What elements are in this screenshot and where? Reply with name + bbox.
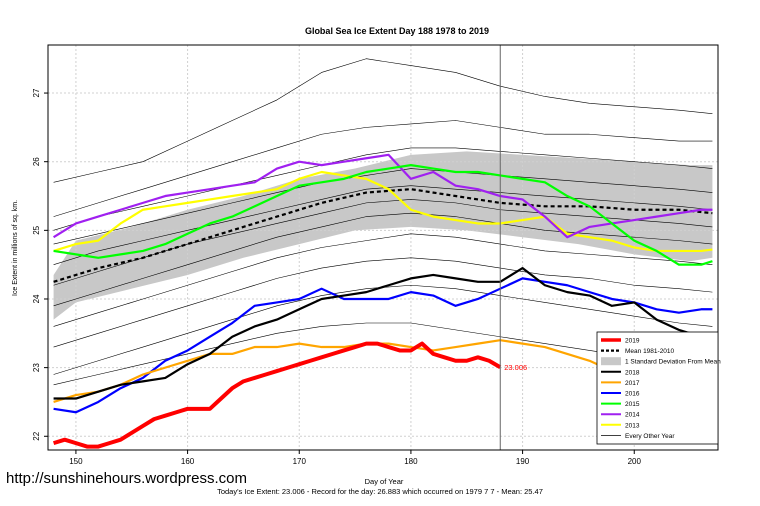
legend-label-2014: 2014 <box>625 412 640 419</box>
axes: 150 160 170 180 190 200 22 23 24 25 26 27 <box>32 88 641 466</box>
legend: 2019 Mean 1981-2010 1 Standard Deviation F… <box>596 331 721 445</box>
series-line-2019 <box>52 341 502 449</box>
series-line-2015 <box>53 164 713 266</box>
x-tick-label-150: 150 <box>69 457 83 466</box>
std-dev-band-area <box>53 151 713 320</box>
series-lines <box>52 58 713 449</box>
x-axis-label: Day of Year <box>365 477 404 486</box>
y-tick-label-27: 27 <box>32 88 41 97</box>
series-line-every-other-year-6 <box>53 212 713 307</box>
legend-label-2016: 2016 <box>625 391 640 398</box>
legend-label-1-standard-deviation-from-mean: 1 Standard Deviation From Mean <box>625 359 721 366</box>
legend-label-2018: 2018 <box>625 369 640 376</box>
series-line-every-other-year-8 <box>53 257 713 348</box>
series-line-every-other-year-7 <box>53 233 713 327</box>
series-line-every-other-year-4 <box>53 185 713 265</box>
footer-summary: Today's Ice Extent: 23.006 - Record for … <box>217 487 543 496</box>
chart-title: Global Sea Ice Extent Day 188 1978 to 20… <box>305 26 489 36</box>
series-line-every-other-year-3 <box>53 168 713 245</box>
series-line-2018 <box>53 266 713 400</box>
current-value-label: 23.006 <box>504 363 527 372</box>
y-tick-label-26: 26 <box>32 157 41 166</box>
legend-swatch-1-standard-deviation-from-mean <box>601 357 621 366</box>
y-tick-label-22: 22 <box>32 431 41 440</box>
legend-label-every-other-year: Every Other Year <box>625 433 675 440</box>
series-line-2016 <box>53 277 713 414</box>
y-tick-label-23: 23 <box>32 363 41 372</box>
series-line-every-other-year-1 <box>53 120 713 217</box>
plot-frame <box>47 44 719 451</box>
x-tick-label-170: 170 <box>293 457 307 466</box>
x-tick-label-200: 200 <box>628 457 642 466</box>
y-tick-label-25: 25 <box>32 225 41 234</box>
x-tick-label-160: 160 <box>181 457 195 466</box>
y-axis-label: Ice Extent in millions of sq. km. <box>12 200 19 296</box>
series-line-every-other-year-0 <box>53 58 713 183</box>
series-line-mean-1981-2010 <box>53 188 713 283</box>
legend-label-2015: 2015 <box>625 401 640 408</box>
series-line-every-other-year-2 <box>53 147 713 231</box>
watermark: http://sunshinehours.wordpress.com <box>6 470 247 487</box>
legend-label-2017: 2017 <box>625 380 640 387</box>
series-line-every-other-year-9 <box>53 284 713 375</box>
legend-label-mean-1981-2010: Mean 1981-2010 <box>625 348 675 355</box>
y-tick-label-24: 24 <box>32 294 41 303</box>
legend-label-2019: 2019 <box>625 338 640 345</box>
x-tick-label-180: 180 <box>404 457 418 466</box>
series-line-2013 <box>53 170 713 253</box>
std-dev-band <box>53 151 713 320</box>
x-tick-label-190: 190 <box>516 457 530 466</box>
legend-label-2013: 2013 <box>625 422 640 429</box>
